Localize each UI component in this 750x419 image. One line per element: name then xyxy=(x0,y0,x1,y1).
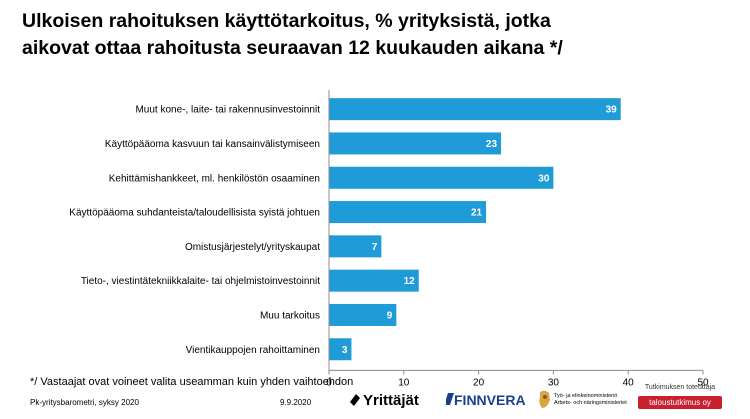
tem-logo-line-2: Arbets- och näringsministeriet xyxy=(554,400,627,406)
bar xyxy=(329,132,502,155)
lion-emblem-icon xyxy=(539,390,550,408)
footnote: */ Vastaajat ovat voineet valita useamma… xyxy=(30,376,354,388)
category-label: Omistusjärjestelyt/yrityskaupat xyxy=(185,242,320,253)
bar xyxy=(329,303,397,326)
bar xyxy=(329,338,352,361)
bar xyxy=(329,235,382,258)
category-label: Käyttöpääoma kasvuun tai kansainvälistym… xyxy=(105,139,320,150)
x-tick-label: 10 xyxy=(398,377,410,388)
credit-text: Tutkimuksen toteuttaja xyxy=(644,384,716,391)
category-label: Muut kone-, laite- tai rakennusinvestoin… xyxy=(135,105,320,116)
date-text: 9.9.2020 xyxy=(280,398,312,407)
bar xyxy=(329,166,554,189)
bar xyxy=(329,201,487,224)
finnvera-logo-text: FINNVERA xyxy=(454,392,526,408)
title-line-2: aikovat ottaa rahoitusta seuraavan 12 ku… xyxy=(22,37,563,59)
x-tick-label: 20 xyxy=(473,377,485,388)
category-label: Muu tarkoitus xyxy=(260,310,320,321)
category-label: Käyttöpääoma suhdanteista/taloudellisist… xyxy=(69,208,320,219)
category-label: Kehittämishankkeet, ml. henkilöstön osaa… xyxy=(109,173,320,184)
data-label: 23 xyxy=(486,139,498,150)
data-label: 21 xyxy=(471,208,483,219)
x-tick-label: 0 xyxy=(326,377,332,388)
taloustutkimus-badge: taloustutkimus oy xyxy=(638,396,722,409)
title-line-1: Ulkoisen rahoituksen käyttötarkoitus, % … xyxy=(22,10,551,32)
data-label: 39 xyxy=(606,105,618,116)
x-tick-label: 40 xyxy=(623,377,635,388)
category-label: Tieto-, viestintätekniikkalaite- tai ohj… xyxy=(81,276,320,287)
tem-logo-line-1: Työ- ja elinkeinoministeriö xyxy=(554,393,617,399)
source-text: Pk-yritysbarometri, syksy 2020 xyxy=(30,398,139,407)
bar xyxy=(329,98,621,121)
data-label: 7 xyxy=(372,242,378,253)
category-label: Vientikauppojen rahoittaminen xyxy=(186,345,320,356)
data-label: 3 xyxy=(342,345,348,356)
data-label: 9 xyxy=(387,310,393,321)
x-tick-label: 50 xyxy=(697,377,709,388)
bar xyxy=(329,269,419,292)
chart-title: Ulkoisen rahoituksen käyttötarkoitus, % … xyxy=(22,8,742,62)
data-label: 12 xyxy=(404,276,416,287)
tem-logo: Työ- ja elinkeinoministeriö Arbets- och … xyxy=(539,390,627,408)
x-tick-label: 30 xyxy=(548,377,560,388)
data-label: 30 xyxy=(538,173,550,184)
yrittajat-logo-text: Yrittäjät xyxy=(363,392,419,409)
yrittajat-logo: Yrittäjät xyxy=(350,392,419,409)
finnvera-logo: FINNVERA xyxy=(446,392,526,408)
